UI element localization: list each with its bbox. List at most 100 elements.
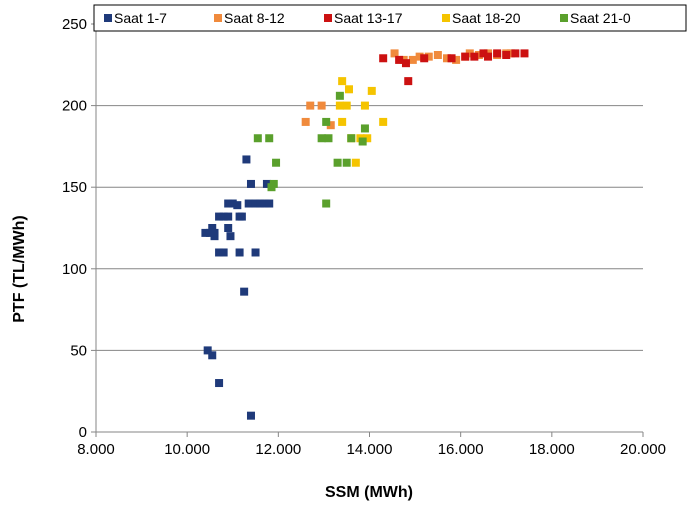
tick-labels: 0 50 100 150 200 250 8.000 10.000 12.000 14.000 16…	[62, 16, 666, 458]
data-point	[452, 55, 461, 64]
data-point	[219, 212, 228, 221]
data-point	[215, 248, 224, 257]
data-point	[224, 199, 233, 208]
data-point	[433, 51, 442, 60]
x-tick-label: 14.000	[347, 441, 393, 458]
data-point	[461, 52, 470, 61]
data-point	[237, 212, 246, 221]
axes	[91, 23, 644, 437]
data-point	[479, 49, 488, 58]
data-point	[424, 52, 433, 61]
y-tick-label: 250	[62, 16, 87, 33]
data-point	[335, 101, 344, 110]
data-point	[442, 54, 451, 63]
gridlines	[96, 23, 643, 351]
data-point	[338, 117, 347, 126]
data-point	[342, 158, 351, 167]
data-point	[246, 179, 255, 188]
data-point	[242, 155, 251, 164]
data-point	[326, 121, 335, 130]
data-point	[360, 124, 369, 133]
data-point	[415, 52, 424, 61]
legend-label: Saat 21-0	[570, 10, 631, 26]
data-point	[363, 134, 372, 143]
data-point	[253, 134, 262, 143]
y-axis-title: PTF (TL/MWh)	[11, 215, 28, 323]
data-point	[390, 49, 399, 58]
data-point	[351, 158, 360, 167]
data-point	[367, 86, 376, 95]
data-point	[272, 158, 281, 167]
x-tick-label: 18.000	[529, 441, 575, 458]
data-point	[502, 51, 511, 60]
x-tick-label: 12.000	[255, 441, 301, 458]
data-point	[322, 199, 331, 208]
legend-marker	[104, 14, 112, 22]
data-point	[215, 212, 224, 221]
data-point	[520, 49, 529, 58]
data-point	[215, 379, 224, 388]
data-point	[401, 59, 410, 68]
data-point	[226, 232, 235, 241]
data-point	[256, 199, 265, 208]
data-point	[260, 199, 269, 208]
data-point	[484, 52, 493, 61]
data-point	[246, 411, 255, 420]
data-point	[244, 199, 253, 208]
legend-marker	[560, 14, 568, 22]
legend-marker	[324, 14, 332, 22]
data-point	[335, 91, 344, 100]
legend-label: Saat 1-7	[114, 10, 167, 26]
data-point	[338, 77, 347, 86]
data-point	[240, 287, 249, 296]
legend-label: Saat 13-17	[334, 10, 403, 26]
data-point	[235, 248, 244, 257]
data-points	[201, 49, 529, 420]
data-point	[251, 248, 260, 257]
data-point	[447, 54, 456, 63]
data-point	[322, 117, 331, 126]
data-point	[493, 49, 502, 58]
y-tick-label: 150	[62, 179, 87, 196]
data-point	[301, 117, 310, 126]
data-point	[267, 183, 276, 192]
data-point	[474, 51, 483, 60]
data-point	[317, 101, 326, 110]
legend-label: Saat 18-20	[452, 10, 521, 26]
y-tick-label: 0	[79, 424, 87, 441]
data-point	[224, 224, 233, 232]
data-point	[324, 134, 333, 143]
data-point	[333, 158, 342, 167]
data-point	[379, 117, 388, 126]
x-tick-label: 8.000	[77, 441, 115, 458]
legend-box	[93, 4, 687, 32]
data-point	[233, 201, 242, 210]
data-point	[506, 49, 515, 58]
data-point	[224, 212, 233, 221]
data-point	[347, 134, 356, 143]
legend-label: Saat 8-12	[224, 10, 285, 26]
data-point	[408, 55, 417, 64]
data-point	[203, 346, 212, 355]
x-tick-label: 20.000	[620, 441, 666, 458]
legend-marker	[214, 14, 222, 22]
data-point	[262, 179, 271, 188]
data-point	[395, 55, 404, 64]
data-point	[208, 224, 217, 232]
data-point	[465, 49, 474, 58]
data-point	[404, 77, 413, 86]
data-point	[265, 134, 274, 143]
data-point	[342, 101, 351, 110]
data-point	[470, 52, 479, 61]
data-point	[511, 49, 520, 58]
legend: Saat 1-7 Saat 8-12 Saat 13-17 Saat 18-20 Saa…	[93, 4, 687, 32]
x-tick-label: 16.000	[438, 441, 484, 458]
data-point	[379, 54, 388, 63]
data-point	[208, 351, 217, 360]
y-tick-label: 200	[62, 98, 87, 115]
x-tick-label: 10.000	[164, 441, 210, 458]
data-point	[210, 228, 219, 237]
legend-marker	[442, 14, 450, 22]
data-point	[344, 85, 353, 94]
